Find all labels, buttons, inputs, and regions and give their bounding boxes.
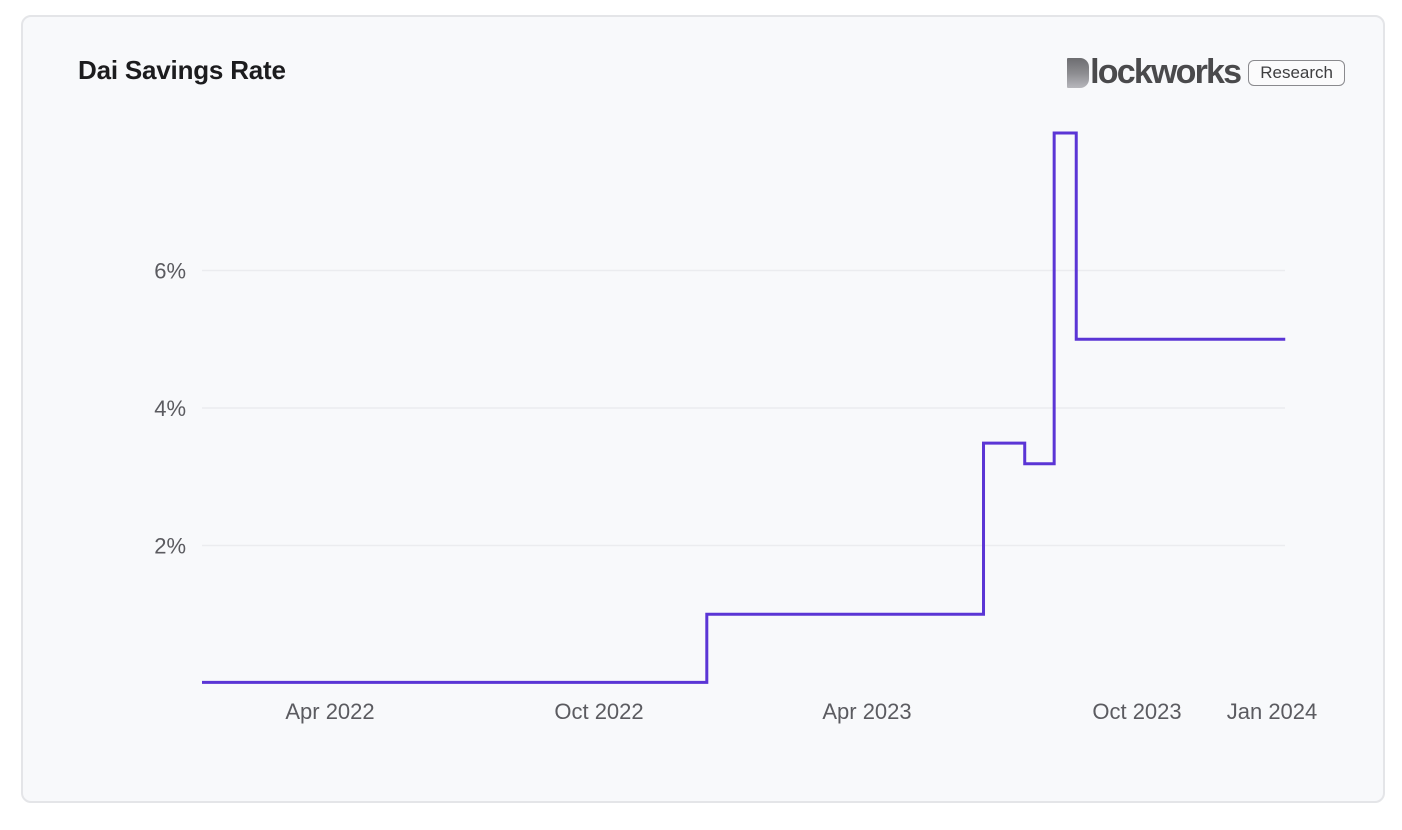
y-tick-label: 4% <box>154 396 186 421</box>
x-tick-label: Oct 2023 <box>1092 699 1181 724</box>
gridlines <box>202 269 1285 547</box>
research-badge: Research <box>1248 59 1345 86</box>
x-tick-label: Apr 2023 <box>822 699 911 724</box>
x-tick-label: Oct 2022 <box>554 699 643 724</box>
brand-logo: lockworks Research <box>1067 53 1345 92</box>
blockworks-logo: lockworks <box>1067 53 1242 92</box>
brand-wordmark: lockworks <box>1090 53 1242 91</box>
y-tick-label: 6% <box>154 259 186 284</box>
blockworks-b-icon <box>1067 57 1090 88</box>
chart-title: Dai Savings Rate <box>78 55 286 85</box>
y-tick-label: 2% <box>154 534 186 559</box>
dsr-series-line <box>202 131 1286 684</box>
chart-card: Dai Savings Rate lockworks Research <box>21 15 1385 803</box>
y-axis-ticks: 2% 4% 6% <box>154 259 186 559</box>
x-axis-ticks: Apr 2022 Oct 2022 Apr 2023 Oct 2023 Jan 2024 <box>285 699 1317 724</box>
x-tick-label: Jan 2024 <box>1227 699 1318 724</box>
x-tick-label: Apr 2022 <box>285 699 374 724</box>
